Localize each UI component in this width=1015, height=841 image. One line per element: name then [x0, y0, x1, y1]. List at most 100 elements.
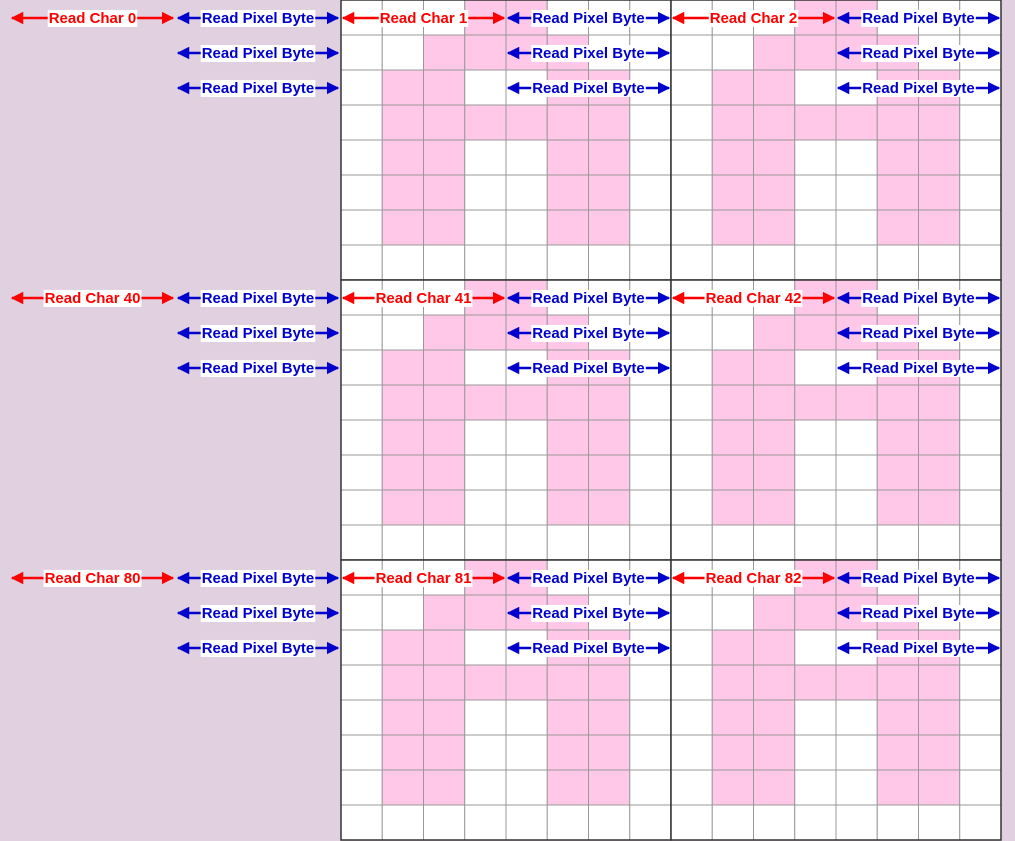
pixel-cell — [670, 594, 713, 631]
pixel-cell — [753, 349, 796, 386]
pixel-cell — [753, 524, 796, 561]
pixel-cell — [711, 454, 754, 491]
pixel-cell — [588, 804, 631, 841]
pixel-cell — [340, 244, 383, 281]
pixel-cell — [423, 384, 466, 421]
pixel-cell — [670, 209, 713, 246]
pixel-cell — [423, 419, 466, 456]
label-background — [704, 569, 803, 587]
pixel-cell — [381, 594, 424, 631]
pixel-cell — [546, 209, 589, 246]
pixel-cell — [505, 384, 548, 421]
pixel-cell — [711, 419, 754, 456]
pixel-cell — [505, 734, 548, 771]
pixel-cell — [381, 69, 424, 106]
pixel-cell — [381, 419, 424, 456]
pixel-cell — [835, 769, 878, 806]
label-background — [704, 289, 803, 307]
pixel-cell — [711, 734, 754, 771]
pixel-cell — [794, 699, 837, 736]
pixel-cell — [423, 769, 466, 806]
pixel-cell — [381, 104, 424, 141]
pixel-cell — [464, 349, 507, 386]
pixel-cell — [588, 489, 631, 526]
pixel-cell — [381, 769, 424, 806]
pixel-cell — [629, 454, 672, 491]
pixel-cell — [711, 69, 754, 106]
label-background — [531, 569, 646, 587]
pixel-cell — [670, 699, 713, 736]
pixel-cell — [505, 489, 548, 526]
pixel-cell — [753, 664, 796, 701]
pixel-cell — [835, 104, 878, 141]
pixel-cell — [876, 244, 919, 281]
label-background — [861, 359, 976, 377]
pixel-cell — [381, 244, 424, 281]
pixel-cell — [340, 314, 383, 351]
pixel-cell — [876, 769, 919, 806]
pixel-cell — [629, 419, 672, 456]
byte-label: Read Pixel Byte — [202, 325, 315, 342]
pixel-cell — [753, 454, 796, 491]
pixel-cell — [794, 384, 837, 421]
pixel-cell — [464, 664, 507, 701]
pixel-cell — [546, 489, 589, 526]
char-label: Read Char 42 — [706, 290, 802, 307]
pixel-cell — [711, 629, 754, 666]
pixel-cell — [505, 139, 548, 176]
pixel-cell — [381, 489, 424, 526]
pixel-cell — [753, 314, 796, 351]
pixel-cell — [711, 244, 754, 281]
pixel-cell — [381, 209, 424, 246]
pixel-cell — [918, 244, 961, 281]
pixel-cell — [546, 454, 589, 491]
pixel-cell — [423, 734, 466, 771]
pixel-cell — [876, 384, 919, 421]
pixel-cell — [588, 664, 631, 701]
byte-label: Read Pixel Byte — [532, 360, 645, 377]
pixel-cell — [340, 769, 383, 806]
pixel-cell — [959, 489, 1002, 526]
pixel-cell — [711, 489, 754, 526]
pixel-cell — [505, 804, 548, 841]
pixel-cell — [835, 454, 878, 491]
pixel-cell — [670, 139, 713, 176]
pixel-cell — [464, 489, 507, 526]
byte-label: Read Pixel Byte — [532, 80, 645, 97]
byte-label: Read Pixel Byte — [532, 605, 645, 622]
byte-label: Read Pixel Byte — [202, 10, 315, 27]
pixel-cell — [959, 174, 1002, 211]
pixel-cell — [464, 174, 507, 211]
pixel-cell — [959, 734, 1002, 771]
pixel-cell — [794, 524, 837, 561]
label-background — [531, 639, 646, 657]
pixel-cell — [959, 769, 1002, 806]
pixel-cell — [340, 664, 383, 701]
label-background — [531, 44, 646, 62]
pixel-cell — [340, 699, 383, 736]
label-background — [200, 289, 316, 307]
byte-label: Read Pixel Byte — [862, 80, 975, 97]
pixel-cell — [340, 139, 383, 176]
pixel-cell — [629, 174, 672, 211]
pixel-cell — [464, 769, 507, 806]
pixel-cell — [670, 769, 713, 806]
pixel-cell — [464, 209, 507, 246]
pixel-cell — [464, 244, 507, 281]
pixel-cell — [711, 804, 754, 841]
byte-label: Read Pixel Byte — [532, 290, 645, 307]
pixel-cell — [753, 209, 796, 246]
pixel-cell — [711, 174, 754, 211]
pixel-cell — [794, 454, 837, 491]
pixel-cell — [464, 419, 507, 456]
pixel-cell — [381, 349, 424, 386]
pixel-cell — [629, 664, 672, 701]
pixel-cell — [629, 734, 672, 771]
pixel-cell — [340, 384, 383, 421]
pixel-cell — [670, 349, 713, 386]
pixel-cell — [918, 174, 961, 211]
pixel-cell — [918, 209, 961, 246]
char-label: Read Char 82 — [706, 570, 802, 587]
byte-label: Read Pixel Byte — [862, 570, 975, 587]
